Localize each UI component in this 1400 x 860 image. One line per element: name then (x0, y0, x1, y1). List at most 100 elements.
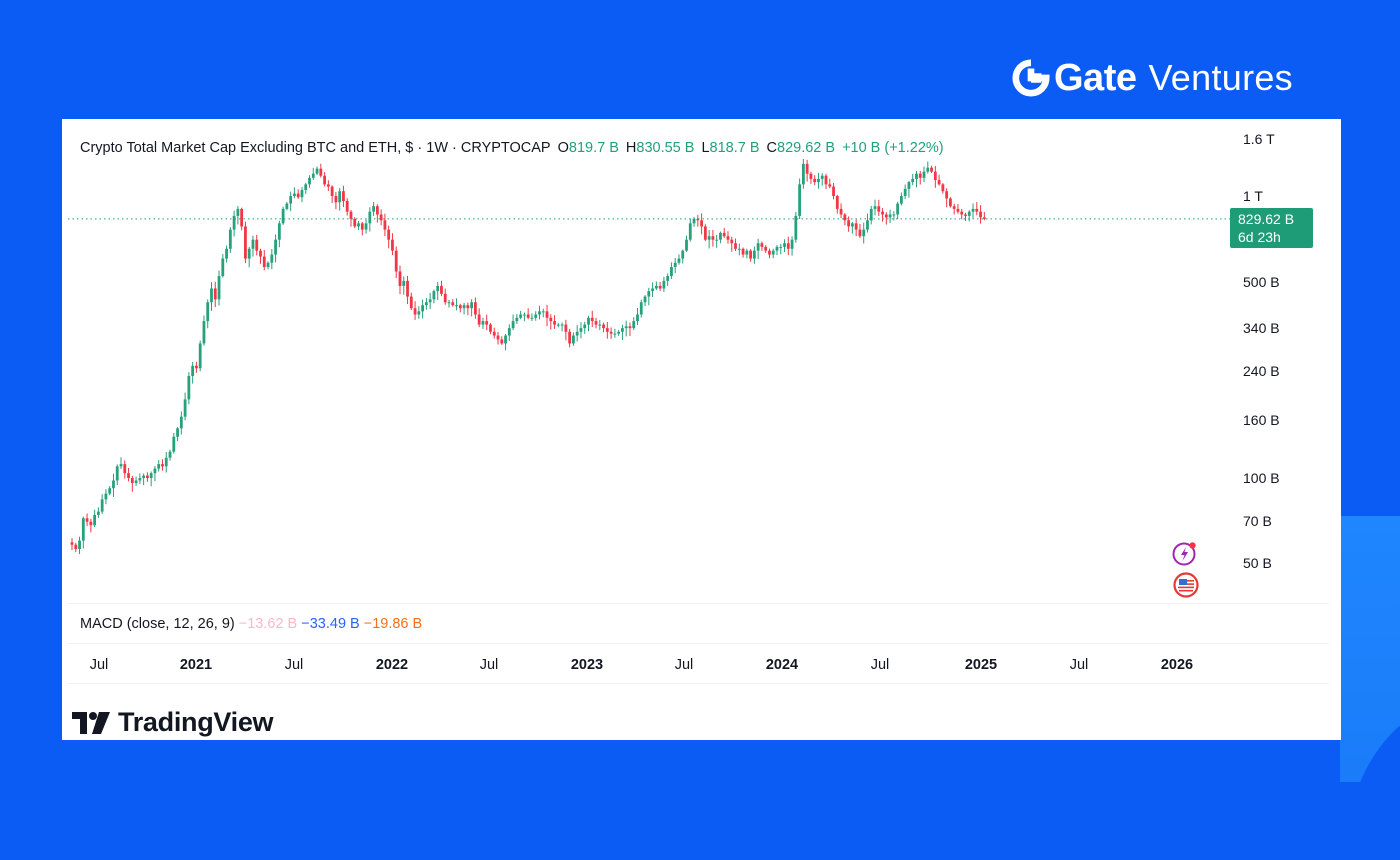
candle-body (492, 331, 496, 336)
candle-body (526, 314, 530, 318)
candle-body (424, 302, 428, 306)
last-price: 829.62 B (1238, 211, 1295, 227)
brand-name-light: Ventures (1148, 57, 1293, 98)
candle-body (794, 215, 798, 240)
y-tick: 70 B (1243, 513, 1272, 529)
candle-body (161, 464, 164, 467)
candle-body (115, 466, 119, 481)
candle-body (489, 324, 492, 332)
change-value: +10 B (+1.22%) (842, 140, 944, 156)
brand-name-bold: Gate (1054, 56, 1137, 99)
high-label: H (625, 140, 637, 156)
candle-body (210, 288, 213, 303)
candle-body (568, 331, 572, 344)
candle-body (598, 324, 602, 326)
candle-body (319, 168, 323, 176)
candle-body (149, 473, 153, 479)
x-tick: 2021 (179, 657, 213, 673)
candle-body (590, 317, 594, 322)
pane-divider (68, 603, 1329, 604)
candle-body (941, 184, 945, 192)
candle-body (922, 171, 926, 178)
time-axis-border (68, 683, 1329, 684)
candle-body (719, 232, 722, 240)
us-flag-icon[interactable] (1173, 572, 1199, 598)
candle-body (730, 239, 734, 244)
candle-body (443, 293, 447, 303)
candle-body (907, 182, 911, 189)
candle-body (764, 246, 768, 251)
candle-body (850, 223, 854, 227)
y-tick: 1 T (1243, 188, 1263, 204)
candle-body (458, 305, 462, 309)
candle-body (858, 229, 862, 237)
candle-body (236, 208, 240, 216)
candle-body (839, 208, 843, 215)
gate-ventures-logo: Gate Ventures (1012, 56, 1293, 100)
candle-body (892, 214, 896, 216)
x-tick: Jul (1069, 657, 1089, 673)
candle-body (741, 248, 745, 255)
x-tick: 2024 (765, 657, 799, 673)
x-tick: Jul (870, 657, 890, 673)
candle-body (884, 214, 888, 218)
candle-body (869, 208, 873, 221)
candle-body (108, 488, 112, 494)
candle-body (176, 428, 179, 437)
candlestick-plot[interactable] (62, 119, 1341, 603)
candle-body (541, 311, 545, 313)
candle-body (975, 208, 979, 212)
close-label: C (766, 140, 777, 156)
candle-body (903, 188, 907, 197)
candle-body (451, 302, 455, 306)
candle-body (413, 308, 417, 315)
candle-body (379, 214, 383, 221)
candle-body (349, 211, 353, 219)
candle-body (146, 475, 149, 479)
candle-body (507, 328, 511, 336)
candle-body (330, 186, 334, 197)
candle-body (696, 218, 700, 221)
lightning-alert-icon[interactable] (1172, 540, 1198, 566)
candle-body (613, 333, 617, 335)
candle-body (658, 285, 662, 289)
candle-body (666, 276, 670, 281)
candle-body (432, 291, 436, 300)
high-value: 830.55 B (636, 140, 695, 156)
candle-body (338, 191, 342, 203)
x-tick: 2025 (964, 657, 998, 673)
candle-body (119, 464, 123, 467)
tradingview-logo[interactable]: TradingView (72, 707, 274, 738)
candle-body (466, 305, 470, 309)
candle-body (801, 163, 805, 185)
candle-body (244, 226, 247, 259)
candle-body (251, 239, 255, 249)
y-tick: 100 B (1243, 470, 1280, 486)
candle-body (308, 177, 311, 185)
candle-body (500, 339, 504, 344)
x-tick: 2022 (375, 657, 409, 673)
x-tick: Jul (89, 657, 109, 673)
candle-body (402, 280, 406, 286)
candle-body (534, 314, 538, 318)
candle-body (752, 250, 756, 259)
candle-body (636, 314, 639, 322)
candle-body (127, 473, 130, 479)
candle-body (685, 239, 688, 251)
candle-body (172, 436, 176, 452)
candle-body (749, 250, 752, 259)
candle-body (187, 375, 191, 400)
close-value: 829.62 B (777, 140, 836, 156)
candle-body (805, 163, 809, 174)
candle-body (357, 223, 360, 227)
chart-card: Crypto Total Market Cap Excluding BTC an… (62, 119, 1341, 740)
candle-body (734, 243, 737, 249)
candle-body (96, 511, 100, 515)
candle-body (198, 343, 202, 369)
candle-body (195, 365, 198, 369)
chart-legend: Crypto Total Market Cap Excluding BTC an… (80, 140, 944, 156)
candle-body (911, 178, 915, 183)
candle-body (775, 246, 779, 251)
candle-body (964, 214, 967, 216)
candle-body (877, 206, 881, 212)
